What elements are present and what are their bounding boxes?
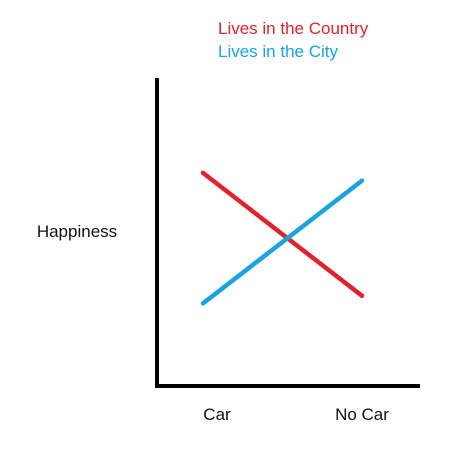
legend-entry: Lives in the City xyxy=(218,42,338,61)
series-line-country xyxy=(200,170,365,299)
legend-entry: Lives in the Country xyxy=(218,19,369,38)
y-axis-label: Happiness xyxy=(37,222,117,241)
series-line-city xyxy=(200,178,365,306)
x-tick-labels: Car No Car xyxy=(203,405,389,424)
series-lines xyxy=(200,170,365,306)
x-tick-label: Car xyxy=(203,405,231,424)
legend: Lives in the Country Lives in the City xyxy=(218,19,369,61)
axes xyxy=(155,78,420,388)
x-tick-label: No Car xyxy=(335,405,389,424)
